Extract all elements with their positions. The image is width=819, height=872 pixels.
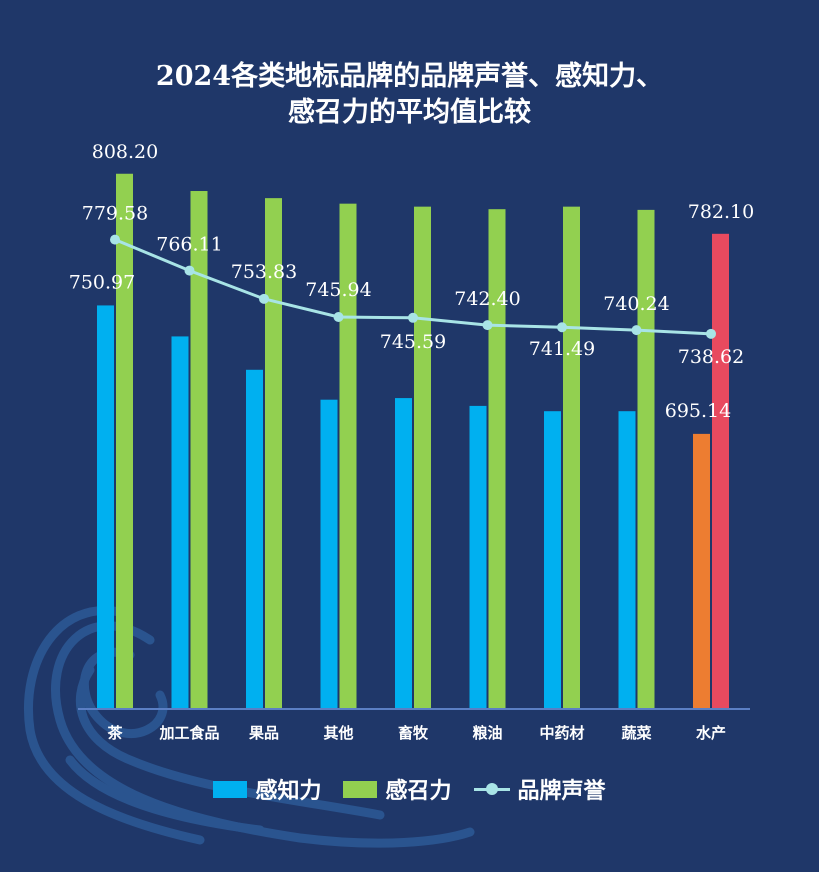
line-point-8: [706, 328, 716, 339]
line-point-7: [631, 325, 642, 336]
bar-label-appeal-0: 808.20: [92, 141, 158, 163]
line-label-8: 738.62: [678, 346, 744, 368]
chart-title-line-2: 感召力的平均值比较: [288, 97, 531, 128]
legend-label-appeal: 感召力: [385, 778, 452, 804]
bar-perception-0: [97, 305, 114, 708]
line-point-3: [333, 311, 344, 322]
bar-perception-2: [246, 369, 263, 708]
legend-item-perception: 感知力: [213, 773, 321, 805]
line-label-5: 742.40: [454, 288, 520, 310]
bar-perception-1: [171, 336, 189, 708]
legend-label-perception: 感知力: [255, 778, 322, 804]
x-tick-label-0: 茶: [107, 724, 123, 742]
line-label-2: 753.83: [231, 261, 297, 283]
bar-perception-6: [544, 411, 561, 708]
line-point-5: [482, 320, 493, 331]
x-tick-label-7: 蔬菜: [621, 724, 651, 742]
bar-appeal-4: [414, 206, 431, 709]
line-label-1: 766.11: [156, 234, 222, 256]
x-tick-label-6: 中药材: [539, 724, 584, 742]
line-point-0: [110, 234, 120, 245]
bar-appeal-3: [339, 203, 357, 708]
x-tick-label-3: 其他: [323, 724, 353, 742]
legend-item-reputation: 品牌声誉: [473, 773, 606, 805]
bar-perception-8: [693, 433, 710, 708]
bar-label-perception-8: 695.14: [665, 400, 731, 422]
line-point-6: [557, 322, 567, 333]
x-tick-label-5: 粮油: [472, 724, 502, 742]
bar-appeal-7: [637, 209, 655, 709]
legend-swatch-appeal: [343, 780, 378, 798]
bar-appeal-8: [712, 233, 729, 709]
bar-perception-4: [395, 398, 412, 708]
line-label-0: 779.58: [82, 203, 148, 225]
x-tick-label-8: 水产: [696, 724, 726, 742]
legend-swatch-reputation: [473, 781, 510, 797]
line-point-2: [259, 293, 269, 304]
line-label-4: 745.59: [380, 331, 446, 353]
bar-perception-5: [469, 405, 487, 708]
x-tick-label-4: 畜牧: [398, 724, 429, 742]
line-label-6: 741.49: [529, 338, 595, 360]
line-point-4: [408, 312, 418, 323]
bar-appeal-1: [190, 191, 208, 708]
bar-appeal-2: [265, 198, 282, 708]
decorative-wave: [24, 606, 475, 848]
bar-perception-7: [618, 411, 636, 708]
chart-title-line-1: 2024各类地标品牌的品牌声誉、感知力、: [155, 61, 664, 92]
line-point-1: [184, 265, 195, 276]
bar-appeal-5: [488, 209, 506, 708]
bar-appeal-6: [563, 206, 580, 709]
line-label-3: 745.94: [305, 279, 371, 301]
legend-swatch-perception: [213, 780, 248, 798]
bar-label-appeal-8: 782.10: [688, 201, 754, 223]
legend-item-appeal: 感召力: [343, 773, 452, 805]
bar-label-perception-0: 750.97: [69, 271, 135, 293]
x-tick-label-1: 加工食品: [158, 724, 219, 742]
line-label-7: 740.24: [603, 293, 669, 315]
x-tick-label-2: 果品: [248, 724, 279, 742]
bar-appeal-0: [116, 173, 133, 708]
chart-legend: 感知力 感召力 品牌声誉: [0, 773, 819, 805]
legend-label-reputation: 品牌声誉: [517, 778, 606, 804]
bar-perception-3: [320, 399, 338, 708]
